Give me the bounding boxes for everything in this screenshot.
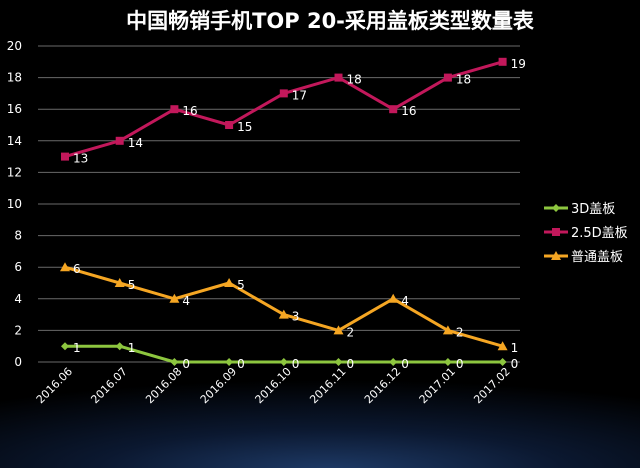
x-tick-label: 2016.08 (143, 365, 184, 406)
data-point (552, 204, 560, 212)
data-point (225, 358, 234, 366)
data-point (114, 278, 125, 287)
x-tick-label: 2016.12 (362, 365, 403, 406)
y-axis-ticks: 0 2 4 6 8 10 12 14 16 18 20 (7, 39, 22, 369)
data-point (442, 325, 453, 335)
y-tick-label: 16 (7, 102, 22, 116)
data-point (278, 309, 289, 319)
data-point (334, 358, 343, 366)
data-point (279, 89, 288, 98)
data-point (279, 358, 288, 366)
data-label: 4 (401, 294, 409, 308)
data-label: 2 (456, 325, 464, 339)
data-point (389, 358, 398, 366)
data-label: 18 (456, 73, 471, 87)
y-tick-label: 8 (14, 229, 22, 243)
legend-label: 3D盖板 (571, 202, 615, 217)
data-point (61, 152, 69, 161)
data-label: 19 (511, 57, 526, 71)
y-tick-label: 20 (7, 39, 22, 53)
data-point (552, 228, 560, 236)
data-label: 18 (347, 73, 362, 87)
data-label: 0 (237, 357, 245, 371)
series-layer (60, 57, 508, 366)
data-point (115, 342, 124, 351)
data-label: 0 (401, 357, 409, 371)
data-label: 3 (292, 310, 300, 324)
data-point (389, 105, 398, 114)
data-point (61, 342, 69, 351)
data-label: 0 (347, 357, 355, 371)
data-label: 1 (73, 341, 81, 355)
y-tick-label: 0 (14, 355, 22, 369)
data-label: 13 (73, 152, 88, 166)
y-tick-label: 14 (7, 134, 22, 148)
data-point (169, 293, 180, 303)
data-point (388, 293, 399, 303)
x-axis-ticks: 2016.06 2016.07 2016.08 2016.09 2016.10 2016.… (34, 365, 513, 406)
data-point (225, 121, 234, 129)
grid-lines (38, 45, 520, 363)
data-label: 16 (401, 104, 416, 118)
data-label: 15 (237, 120, 252, 134)
data-label: 14 (128, 136, 143, 150)
data-label: 5 (237, 278, 245, 292)
y-tick-label: 2 (14, 323, 22, 337)
data-label: 0 (511, 357, 519, 371)
data-label: 17 (292, 88, 307, 102)
data-point (497, 341, 508, 351)
data-point (334, 73, 343, 82)
y-tick-label: 6 (14, 260, 22, 274)
x-tick-label: 2016.09 (198, 365, 239, 406)
data-point (333, 325, 344, 335)
data-point (498, 57, 507, 66)
x-tick-label: 2016.11 (307, 365, 348, 406)
data-point (224, 278, 235, 287)
data-point (115, 136, 124, 145)
data-label: 1 (511, 341, 519, 355)
x-tick-label: 2016.06 (34, 365, 75, 406)
data-point (443, 358, 452, 366)
data-label: 4 (182, 294, 190, 308)
x-tick-label: 2016.10 (253, 365, 294, 406)
data-label: 6 (73, 262, 81, 276)
data-labels: 1 1 0 0 0 0 0 0 0 13 14 16 15 17 18 16 18 19 6 5 4 5 3 2 4 2 1 (73, 57, 526, 371)
y-tick-label: 18 (7, 71, 22, 85)
chart-title: 中国畅销手机TOP 20-采用盖板类型数量表 (126, 9, 535, 33)
data-point (60, 262, 70, 272)
data-label: 5 (128, 278, 136, 292)
data-label: 2 (347, 325, 355, 339)
x-tick-label: 2016.07 (88, 365, 129, 406)
legend-entry: 2.5D盖板 (544, 226, 628, 241)
data-point (551, 251, 561, 260)
data-label: 0 (182, 357, 190, 371)
data-label: 1 (128, 341, 136, 355)
y-tick-label: 12 (7, 165, 22, 179)
x-tick-label: 2017.01 (417, 365, 458, 406)
data-point (170, 105, 179, 114)
data-point (498, 358, 507, 366)
data-point (170, 358, 179, 366)
legend-label: 2.5D盖板 (571, 226, 628, 241)
y-tick-label: 4 (14, 292, 22, 306)
legend-entry: 3D盖板 (544, 202, 615, 217)
legend-label: 普通盖板 (571, 250, 623, 265)
data-label: 16 (182, 104, 197, 118)
data-point (443, 73, 452, 82)
legend-entry: 普通盖板 (544, 250, 623, 265)
data-label: 0 (292, 357, 300, 371)
y-tick-label: 10 (7, 197, 22, 211)
x-tick-label: 2017.02 (471, 365, 512, 406)
data-label: 0 (456, 357, 464, 371)
